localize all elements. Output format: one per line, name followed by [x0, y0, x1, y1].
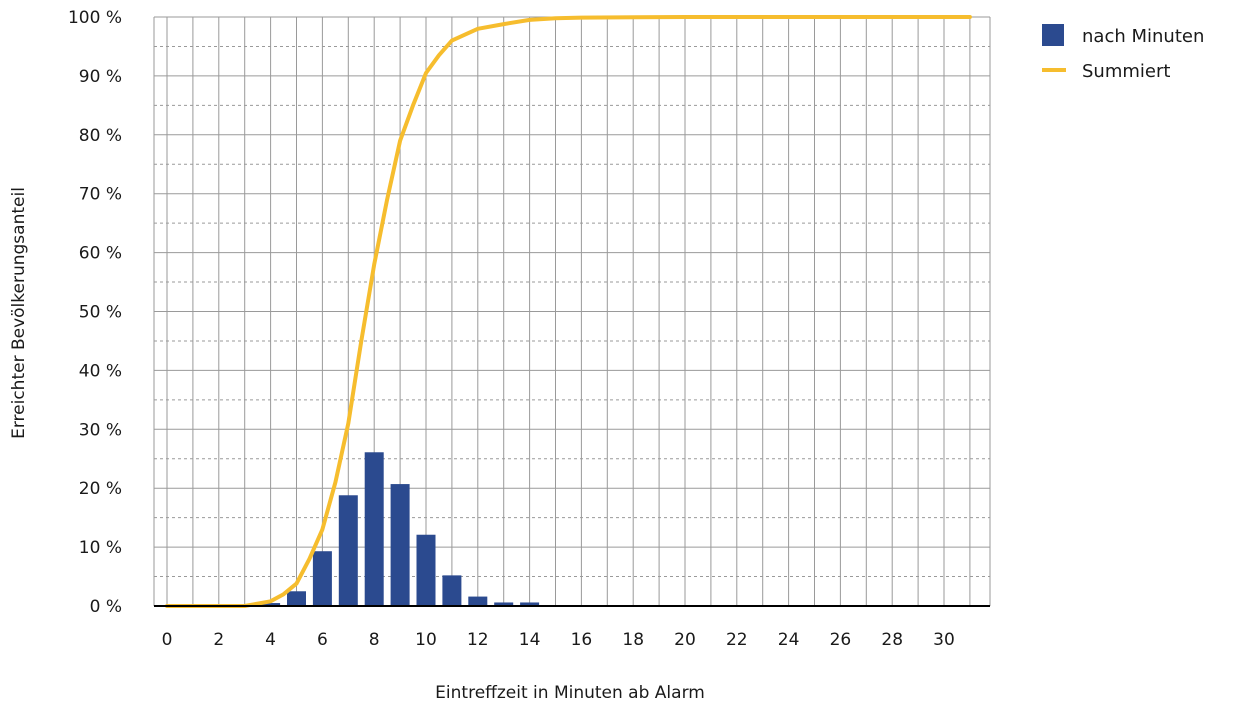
x-tick-label: 6 [317, 630, 328, 650]
line-summiert [165, 15, 972, 608]
legend-label-summiert: Summiert [1082, 61, 1170, 82]
x-tick-label: 26 [830, 630, 852, 650]
bar [287, 591, 306, 606]
y-tick-label: 100 % [68, 8, 122, 28]
x-tick-label: 20 [674, 630, 696, 650]
bar [442, 575, 462, 606]
x-tick-label: 30 [933, 630, 955, 650]
y-tick-label: 0 % [90, 597, 122, 617]
x-axis-tick-labels: 0 2 4 6 8 10 12 14 16 18 20 22 24 26 28 30 [162, 630, 955, 650]
bar [416, 534, 436, 606]
bar [390, 484, 410, 606]
y-tick-label: 10 % [79, 538, 122, 558]
bar [312, 551, 332, 606]
bar [494, 602, 514, 606]
x-tick-label: 12 [467, 630, 489, 650]
bar [338, 495, 358, 606]
y-tick-label: 80 % [79, 126, 122, 146]
bar [468, 596, 488, 606]
y-tick-label: 50 % [79, 303, 122, 323]
bar-series-nach-minuten [261, 452, 540, 606]
line-series-summiert [165, 15, 972, 608]
y-tick-label: 70 % [79, 185, 122, 205]
x-tick-label: 8 [369, 630, 380, 650]
y-axis-tick-labels: 0 % 10 % 20 % 30 % 40 % 50 % 60 % 70 % 80 % 90 % 1… [68, 8, 122, 617]
x-tick-label: 10 [415, 630, 437, 650]
grid [153, 16, 991, 607]
bar [364, 452, 384, 606]
x-tick-label: 24 [778, 630, 800, 650]
x-tick-label: 22 [726, 630, 748, 650]
y-tick-label: 90 % [79, 67, 122, 87]
y-tick-label: 20 % [79, 479, 122, 499]
bar [520, 602, 540, 606]
legend-swatch-nach-minuten [1042, 24, 1064, 46]
x-axis-title: Eintreffzeit in Minuten ab Alarm [435, 683, 705, 702]
y-axis-title: Erreichter Bevölkerungsanteil [9, 187, 29, 439]
y-tick-label: 40 % [79, 361, 122, 381]
x-tick-label: 14 [519, 630, 541, 650]
y-tick-label: 60 % [79, 244, 122, 264]
bar [261, 603, 281, 606]
x-tick-label: 0 [162, 630, 173, 650]
x-tick-label: 28 [881, 630, 903, 650]
x-tick-label: 2 [213, 630, 224, 650]
legend-label-nach-minuten: nach Minuten [1082, 26, 1204, 47]
x-tick-label: 18 [622, 630, 644, 650]
y-tick-label: 30 % [79, 420, 122, 440]
x-tick-label: 16 [571, 630, 593, 650]
legend: nach Minuten Summiert [1042, 24, 1204, 82]
x-tick-label: 4 [265, 630, 276, 650]
